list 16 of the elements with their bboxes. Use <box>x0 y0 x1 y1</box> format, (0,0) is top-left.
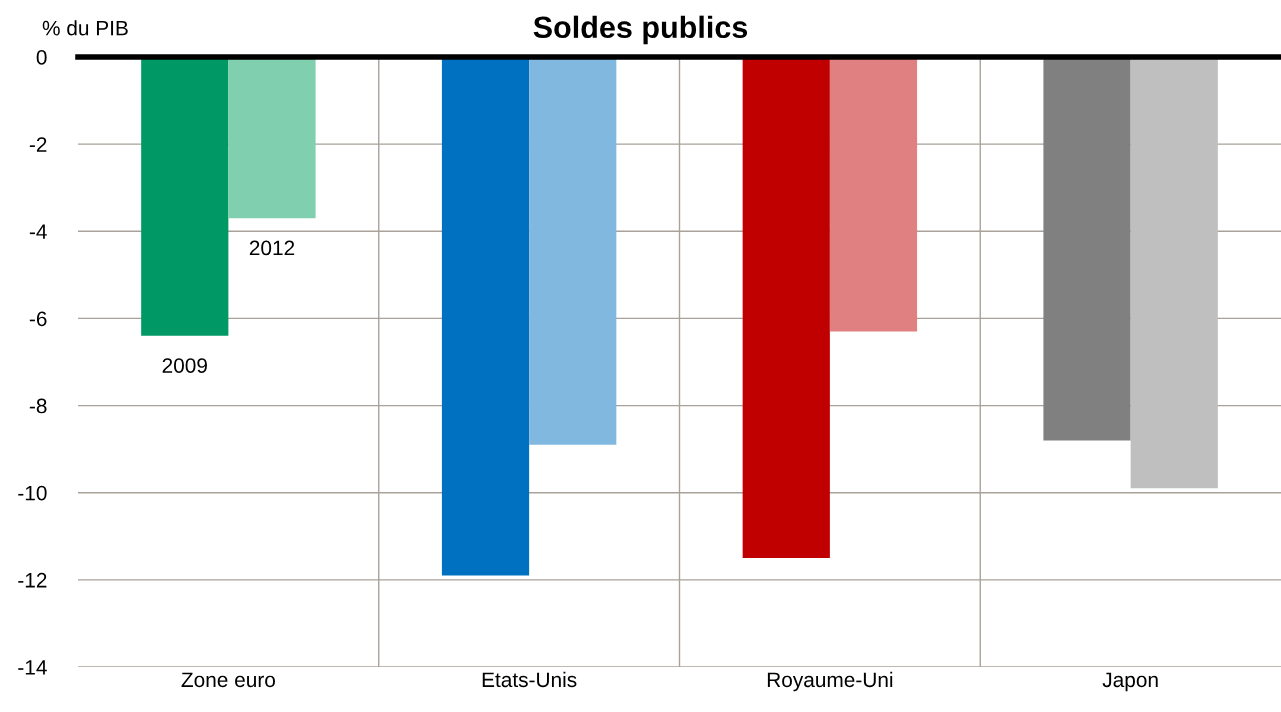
chart-title: Soldes publics <box>533 15 748 45</box>
y-tick-label: -12 <box>18 572 47 588</box>
y-axis-title: % du PIB <box>42 20 128 36</box>
y-tick-label: -10 <box>18 485 47 501</box>
x-tick-label: Etats-Unis <box>482 671 577 688</box>
y-tick-label: -4 <box>29 224 47 239</box>
y-tick-label: -14 <box>18 660 47 675</box>
y-tick-label: -6 <box>29 311 47 327</box>
y-tick-label: -2 <box>29 137 47 152</box>
x-tick-label: Royaume-Uni <box>767 671 893 692</box>
series-label: 2012 <box>249 240 295 256</box>
series-label: 2009 <box>162 358 207 373</box>
y-tick-label: -8 <box>29 398 47 414</box>
x-tick-label: Japon <box>1102 672 1158 692</box>
y-tick-label: 0 <box>36 50 47 65</box>
x-tick-label: Zone euro <box>181 672 275 688</box>
